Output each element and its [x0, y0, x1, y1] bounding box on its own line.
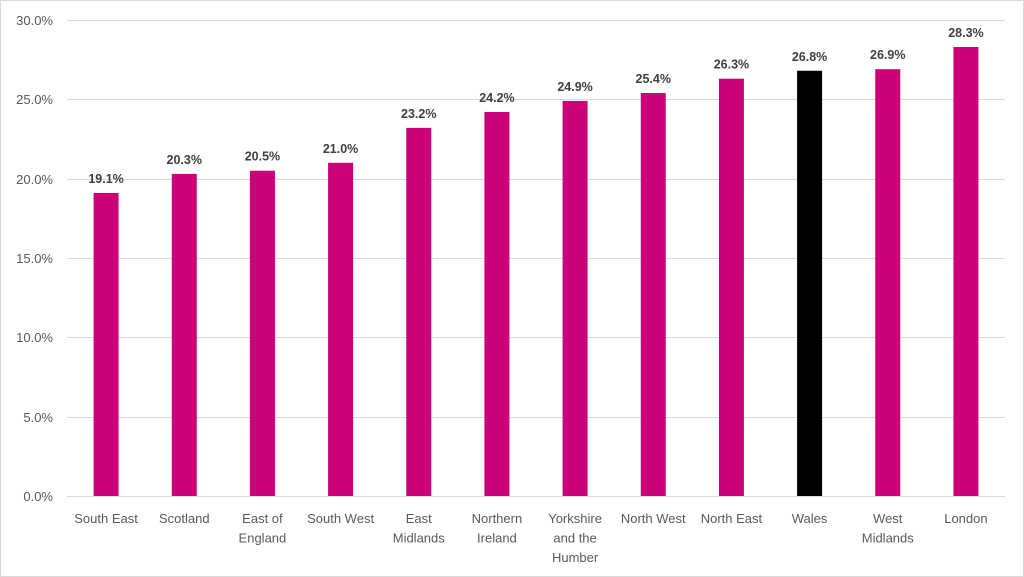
- data-label-scotland: 20.3%: [167, 153, 202, 167]
- data-labels: 19.1% 20.3% 20.5% 21.0% 23.2% 24.2% 24.9% 25.4%…: [88, 26, 983, 186]
- category-label-northern-ireland: Northern Ireland: [472, 511, 523, 546]
- y-tick-label: 10.0%: [16, 330, 53, 345]
- bar-west-midlands: [875, 69, 901, 496]
- data-label-north-east: 26.3%: [714, 58, 749, 72]
- bars: [93, 46, 979, 497]
- y-axis-tick-labels: 0.0% 5.0% 10.0% 15.0% 20.0% 25.0% 30.0%: [16, 13, 53, 504]
- bar-north-east: [718, 78, 744, 496]
- category-label-south-west: South West: [307, 511, 374, 526]
- data-label-northern-ireland: 24.2%: [479, 91, 514, 105]
- bar-south-east: [93, 192, 119, 497]
- category-label-west-midlands: West Midlands: [862, 511, 915, 546]
- bar-scotland: [171, 173, 197, 496]
- bar-wales: [797, 70, 823, 497]
- category-label-wales: Wales: [792, 511, 828, 526]
- data-label-yorkshire-and-the-humber: 24.9%: [557, 80, 592, 94]
- bar-east-of-england: [249, 170, 275, 496]
- y-tick-label: 30.0%: [16, 13, 53, 28]
- category-label-east-of-england: East of England: [239, 511, 287, 546]
- category-label-south-east: South East: [74, 511, 138, 526]
- bar-northern-ireland: [484, 112, 510, 496]
- gridlines: [67, 20, 1005, 497]
- bar-east-midlands: [406, 127, 432, 496]
- category-label-east-midlands: East Midlands: [393, 511, 446, 546]
- data-label-north-west: 25.4%: [636, 72, 671, 86]
- bar-north-west: [640, 92, 666, 496]
- category-label-yorkshire-and-the-humber: Yorkshire and the Humber: [548, 511, 602, 565]
- y-tick-label: 15.0%: [16, 251, 53, 266]
- y-tick-label: 25.0%: [16, 92, 53, 107]
- bar-london: [953, 46, 979, 497]
- data-label-east-midlands: 23.2%: [401, 107, 436, 121]
- y-tick-label: 20.0%: [16, 172, 53, 187]
- category-label-scotland: Scotland: [159, 511, 210, 526]
- data-label-london: 28.3%: [948, 26, 983, 40]
- y-tick-label: 5.0%: [23, 410, 53, 425]
- category-labels: South East Scotland East of England South We…: [74, 511, 987, 565]
- category-label-north-east: North East: [701, 511, 763, 526]
- bar-south-west: [328, 162, 354, 497]
- category-label-north-west: North West: [621, 511, 686, 526]
- data-label-south-west: 21.0%: [323, 142, 358, 156]
- data-label-wales: 26.8%: [792, 50, 827, 64]
- bar-yorkshire-and-the-humber: [562, 100, 588, 497]
- category-label-london: London: [944, 511, 987, 526]
- y-tick-label: 0.0%: [23, 489, 53, 504]
- data-label-east-of-england: 20.5%: [245, 150, 280, 164]
- data-label-west-midlands: 26.9%: [870, 48, 905, 62]
- data-label-south-east: 19.1%: [88, 172, 123, 186]
